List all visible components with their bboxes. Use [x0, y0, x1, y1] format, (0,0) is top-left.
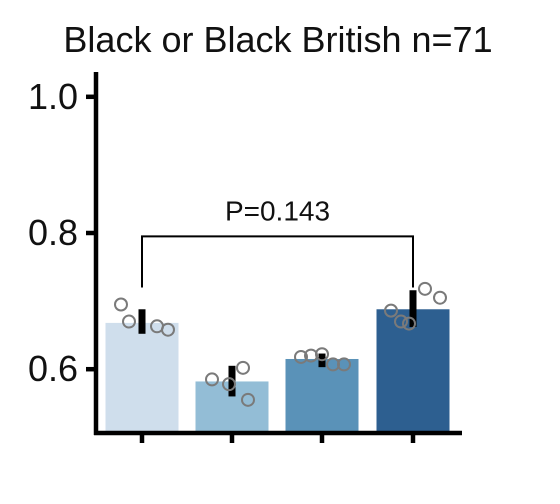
- bar-1: [105, 322, 179, 433]
- data-point: [433, 290, 447, 305]
- y-tick-label: 0.6: [28, 348, 78, 389]
- data-point: [236, 360, 250, 375]
- y-tick-label: 1.0: [28, 76, 78, 117]
- y-tick-label: 0.8: [28, 212, 78, 253]
- bars-group: [105, 309, 450, 433]
- data-point: [294, 349, 308, 364]
- data-point: [418, 281, 432, 296]
- data-point: [402, 316, 416, 331]
- data-point: [161, 322, 175, 337]
- errorbars-group: [138, 290, 417, 397]
- data-point: [241, 392, 255, 407]
- points-group: [114, 281, 447, 407]
- p-value-label: P=0.143: [225, 195, 330, 226]
- data-point: [222, 377, 236, 392]
- bar-4: [376, 309, 450, 433]
- bar-3: [285, 358, 359, 433]
- data-point: [122, 314, 136, 329]
- chart-title: Black or Black British n=71: [63, 19, 492, 60]
- data-point: [337, 357, 351, 372]
- data-point: [205, 372, 219, 387]
- significance-bracket: [141, 235, 414, 288]
- annotation-group: P=0.143: [141, 195, 414, 288]
- data-point: [394, 314, 408, 329]
- data-point: [114, 297, 128, 312]
- axes-group: 0.6 0.8 1.0: [28, 72, 462, 443]
- data-point: [384, 303, 398, 318]
- data-point: [315, 347, 329, 362]
